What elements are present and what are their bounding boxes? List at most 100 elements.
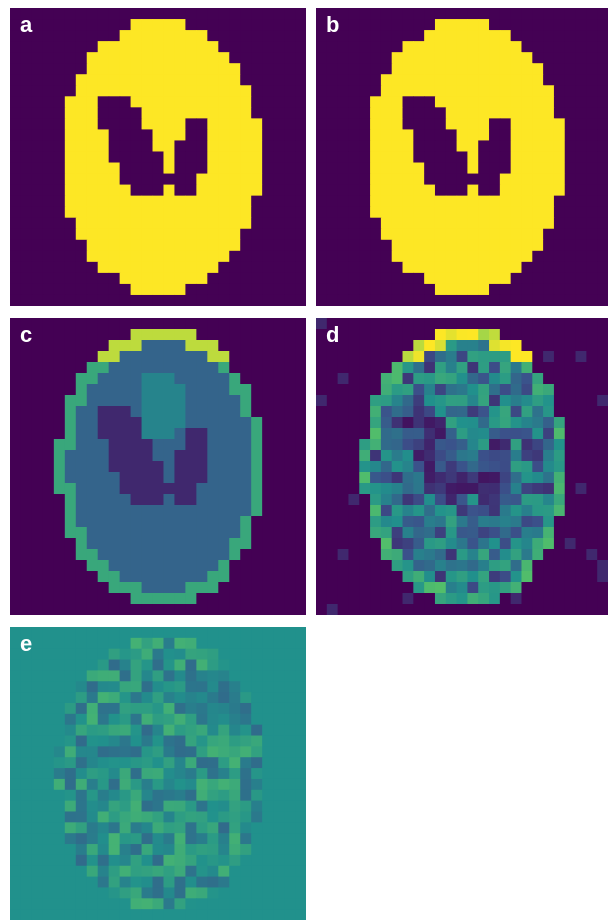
pixel: [284, 140, 296, 152]
pixel: [21, 866, 33, 877]
pixel: [532, 74, 543, 86]
pixel: [185, 714, 197, 725]
pixel: [543, 483, 554, 495]
pixel: [273, 844, 285, 855]
pixel: [348, 516, 359, 528]
pixel: [21, 96, 33, 108]
pixel: [348, 417, 359, 429]
pixel: [87, 52, 99, 64]
pixel: [251, 85, 263, 97]
pixel: [565, 196, 576, 208]
pixel: [500, 284, 511, 296]
pixel: [174, 251, 186, 263]
pixel: [284, 318, 296, 330]
pixel: [87, 284, 99, 296]
pixel: [98, 417, 110, 429]
pixel: [295, 593, 306, 605]
pixel: [65, 284, 77, 296]
pixel: [327, 505, 338, 517]
pixel: [153, 373, 165, 385]
pixel: [511, 174, 522, 186]
pixel: [435, 151, 446, 163]
pixel: [153, 746, 165, 757]
pixel: [392, 52, 403, 64]
pixel: [218, 107, 230, 119]
pixel: [240, 898, 252, 909]
pixel: [424, 19, 435, 31]
pixel: [240, 877, 252, 888]
pixel: [370, 163, 381, 175]
pixel: [381, 140, 392, 152]
pixel: [109, 461, 121, 473]
pixel: [597, 439, 608, 451]
pixel: [131, 262, 143, 274]
pixel: [109, 118, 121, 130]
pixel: [65, 582, 77, 594]
pixel: [218, 129, 230, 141]
pixel: [500, 174, 511, 186]
pixel: [586, 505, 597, 517]
pixel: [348, 8, 359, 20]
pixel: [273, 151, 285, 163]
pixel: [586, 63, 597, 75]
pixel: [262, 649, 274, 660]
pixel: [43, 494, 55, 506]
pixel: [65, 877, 77, 888]
pixel: [532, 229, 543, 241]
pixel: [240, 118, 252, 130]
pixel: [109, 549, 121, 561]
pixel: [10, 538, 22, 550]
pixel: [457, 439, 468, 451]
pixel: [207, 174, 219, 186]
pixel: [131, 207, 143, 219]
pixel: [207, 19, 219, 31]
pixel: [273, 439, 285, 451]
pixel: [196, 218, 208, 230]
pixel: [32, 207, 44, 219]
pixel: [597, 284, 608, 296]
pixel: [392, 406, 403, 418]
pixel: [54, 505, 66, 517]
pixel: [153, 174, 165, 186]
pixel: [218, 801, 230, 812]
pixel: [295, 909, 306, 920]
pixel: [359, 538, 370, 550]
pixel: [207, 790, 219, 801]
pixel: [262, 866, 274, 877]
pixel: [229, 439, 241, 451]
pixel: [10, 251, 22, 263]
pixel: [359, 318, 370, 330]
pixel: [543, 428, 554, 440]
pixel: [457, 505, 468, 517]
pixel: [500, 251, 511, 263]
pixel: [446, 560, 457, 572]
pixel: [240, 516, 252, 528]
pixel: [76, 174, 88, 186]
pixel: [543, 494, 554, 506]
pixel: [424, 207, 435, 219]
pixel: [142, 866, 154, 877]
pixel: [435, 483, 446, 495]
pixel: [478, 483, 489, 495]
pixel: [532, 483, 543, 495]
pixel: [338, 163, 349, 175]
pixel: [295, 19, 306, 31]
pixel: [240, 30, 252, 42]
pixel: [120, 736, 132, 747]
pixel: [87, 163, 99, 175]
pixel: [543, 284, 554, 296]
pixel: [597, 163, 608, 175]
pixel: [348, 505, 359, 517]
pixel: [142, 593, 154, 605]
pixel: [392, 483, 403, 495]
pixel: [76, 295, 88, 306]
pixel: [142, 779, 154, 790]
pixel: [273, 329, 285, 341]
pixel: [457, 428, 468, 440]
pixel: [229, 74, 241, 86]
pixel: [98, 538, 110, 550]
pixel: [403, 19, 414, 31]
pixel: [586, 41, 597, 53]
pixel: [43, 163, 55, 175]
pixel: [489, 516, 500, 528]
